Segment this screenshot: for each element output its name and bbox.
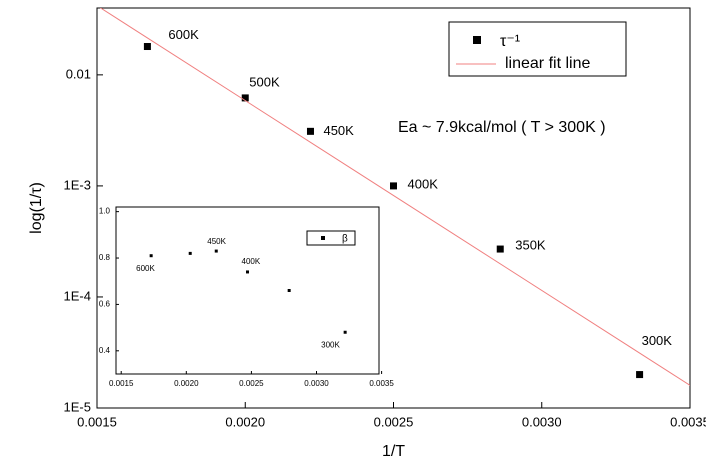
data-point [343, 330, 347, 334]
x-tick-label: 0.0035 [369, 379, 394, 388]
x-tick-label: 0.0030 [522, 414, 562, 429]
legend-box [448, 21, 627, 77]
x-tick-label: 0.0025 [374, 414, 414, 429]
legend-marker [321, 236, 325, 240]
legend-label: linear fit line [505, 55, 590, 72]
y-tick-label: 1.0 [99, 207, 111, 216]
y-tick-label: 0.01 [66, 66, 91, 81]
point-label: 600K [136, 264, 155, 273]
point-label: 300K [321, 340, 340, 349]
point-label: 400K [242, 257, 261, 266]
legend-label: β [342, 234, 348, 245]
annotation: Ea ~ 7.9kcal/mol ( T > 300K ) [398, 119, 606, 136]
x-axis-label: 1/T [382, 443, 405, 460]
data-point [188, 251, 192, 255]
fit-line [99, 8, 690, 386]
plot-frame [115, 206, 380, 375]
y-axis-label: log(1/τ) [28, 182, 45, 234]
x-tick-label: 0.0020 [174, 379, 199, 388]
x-tick-label: 0.0035 [670, 414, 706, 429]
x-tick-label: 0.0025 [239, 379, 264, 388]
point-label: 350K [515, 237, 546, 252]
point-label: 300K [642, 333, 673, 348]
point-label: 450K [207, 237, 226, 246]
x-tick-label: 0.0015 [77, 414, 117, 429]
data-point [241, 94, 249, 102]
x-tick-label: 0.0020 [225, 414, 265, 429]
x-tick-label: 0.0015 [109, 379, 134, 388]
legend-marker [473, 36, 481, 44]
inset-background [116, 207, 379, 374]
y-tick-label: 0.4 [99, 346, 111, 355]
data-point [246, 270, 249, 274]
x-tick-label: 0.0030 [304, 379, 329, 388]
point-label: 450K [323, 123, 354, 138]
data-point [149, 254, 153, 258]
point-label: 400K [408, 176, 439, 191]
data-point [143, 43, 151, 51]
legend-box [306, 230, 356, 246]
data-point [214, 249, 218, 253]
plot-frame [96, 7, 691, 409]
y-tick-label: 1E-4 [64, 288, 91, 303]
data-point [287, 289, 291, 292]
y-tick-label: 0.6 [99, 300, 111, 309]
y-tick-label: 1E-5 [64, 399, 91, 414]
data-point [636, 371, 644, 379]
point-label: 600K [168, 27, 199, 42]
data-point [390, 182, 397, 190]
data-point [496, 245, 504, 253]
point-label: 500K [249, 74, 280, 89]
y-tick-label: 0.8 [99, 253, 111, 262]
legend-label: τ⁻¹ [500, 33, 520, 50]
y-tick-label: 1E-3 [64, 177, 91, 192]
data-point [306, 127, 314, 135]
